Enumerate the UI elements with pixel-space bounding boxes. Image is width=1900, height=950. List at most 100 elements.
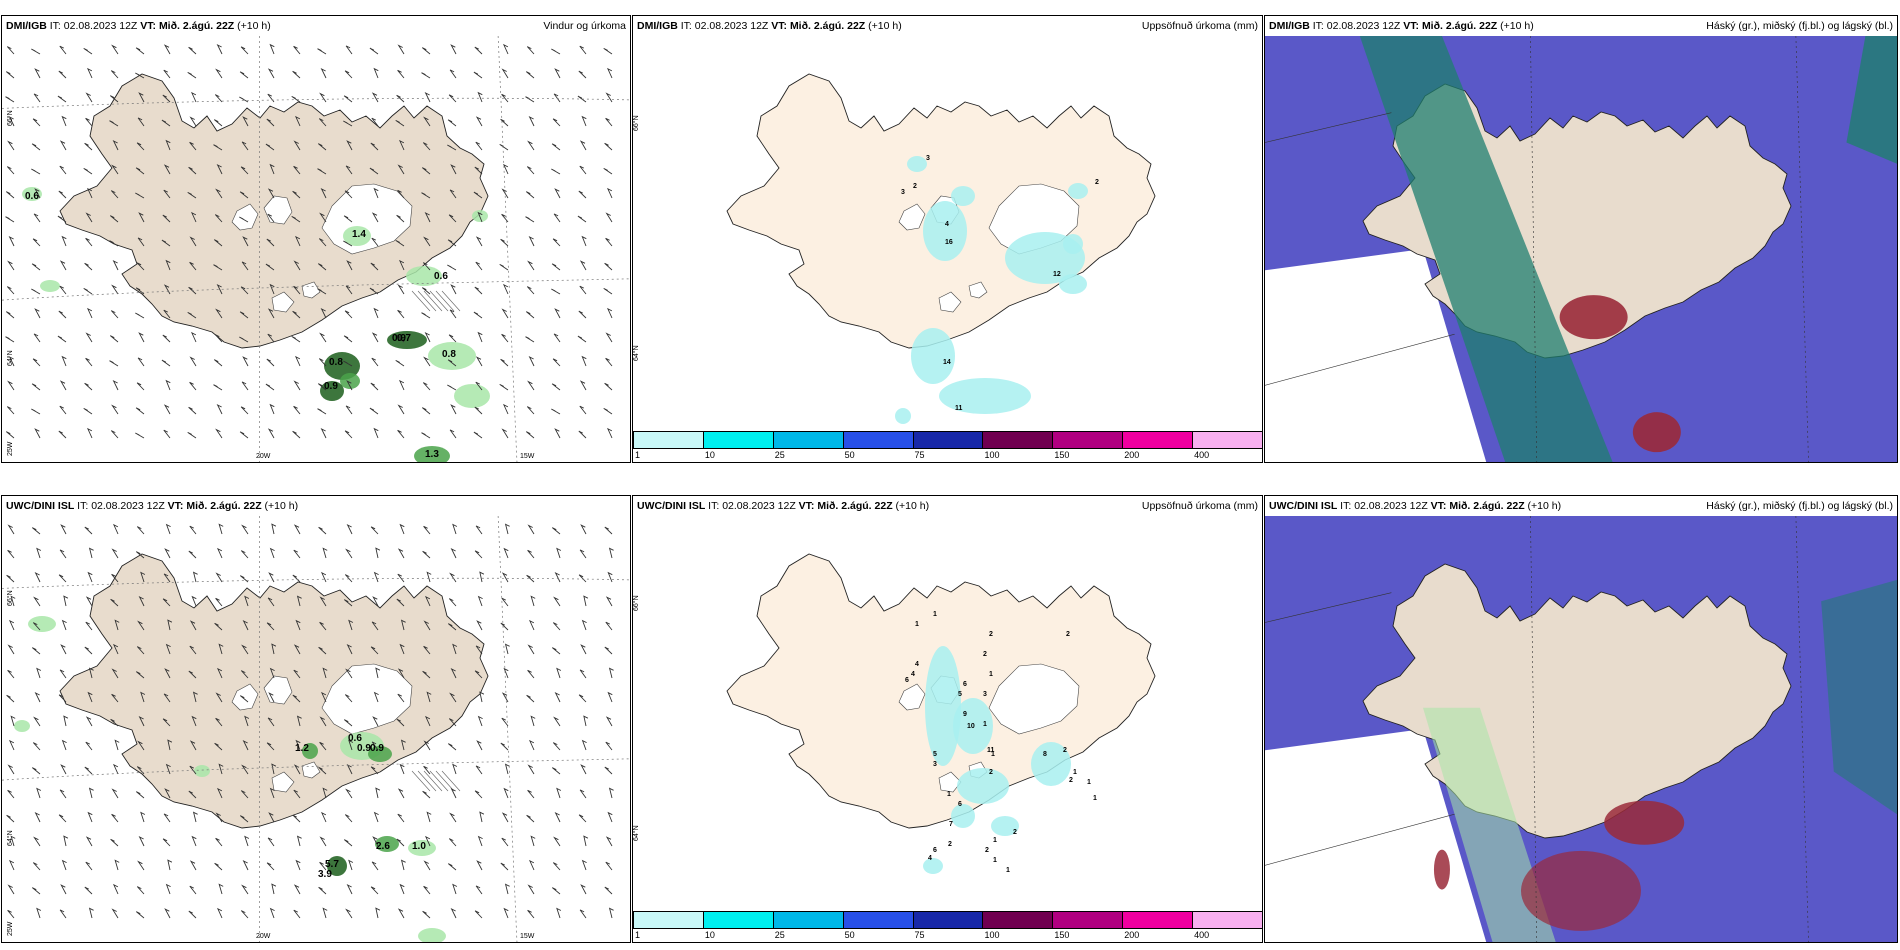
precip-area bbox=[414, 446, 450, 462]
glacier bbox=[898, 683, 926, 711]
wind-barb bbox=[473, 311, 483, 319]
wind-barb bbox=[578, 574, 587, 583]
wind-barb bbox=[296, 715, 302, 727]
wind-barb bbox=[296, 595, 302, 607]
wind-barb bbox=[269, 283, 275, 295]
wind-barbs bbox=[6, 523, 614, 919]
wind-barb bbox=[292, 694, 301, 703]
wind-barb bbox=[605, 596, 613, 607]
wind-barb bbox=[348, 619, 354, 631]
wind-barb bbox=[111, 404, 119, 415]
wind-barb bbox=[137, 740, 145, 751]
accum-value-label: 6 bbox=[905, 677, 909, 684]
wind-barb bbox=[581, 739, 587, 751]
wind-barb bbox=[161, 359, 171, 367]
wind-barb bbox=[189, 381, 197, 391]
accum-value-label: 2 bbox=[989, 631, 993, 638]
wind-barb bbox=[5, 216, 15, 223]
wind-barb bbox=[58, 694, 67, 703]
wind-barb bbox=[607, 691, 613, 703]
wind-barb bbox=[269, 907, 275, 919]
lat-label: 66°N bbox=[633, 115, 640, 131]
accum-value-label: 1 bbox=[1073, 769, 1077, 776]
wind-barb bbox=[527, 764, 535, 775]
wind-barb bbox=[295, 739, 301, 751]
wind-barb bbox=[501, 188, 509, 199]
wind-barb bbox=[605, 92, 613, 103]
wind-barb bbox=[87, 691, 93, 703]
wind-barb bbox=[397, 573, 405, 583]
wind-barb bbox=[265, 383, 275, 391]
vt-label: VT: bbox=[167, 500, 184, 512]
accum-map: 3232161214116466°N64°N bbox=[633, 73, 1156, 444]
wind-barb bbox=[370, 766, 379, 775]
wind-barb bbox=[189, 236, 197, 247]
wind-barb bbox=[322, 547, 328, 559]
panel-header: DMI/IGB IT: 02.08.2023 12Z VT: Mið. 2.ág… bbox=[633, 16, 1262, 36]
glacier bbox=[271, 771, 295, 793]
hatch-line bbox=[435, 770, 455, 792]
wind-barb bbox=[140, 811, 146, 823]
wind-barb bbox=[265, 263, 275, 271]
wind-barb bbox=[8, 739, 15, 751]
wind-barb bbox=[346, 764, 353, 775]
accum-value-label: 16 bbox=[945, 239, 953, 246]
wind-barb bbox=[112, 260, 119, 271]
wind-barb bbox=[344, 839, 353, 847]
vt-label: VT: bbox=[798, 500, 815, 512]
wind-barb bbox=[110, 335, 119, 343]
wind-barb bbox=[293, 524, 301, 535]
wind-barb bbox=[344, 814, 353, 823]
wind-barb bbox=[396, 718, 405, 727]
wind-barb bbox=[399, 763, 405, 775]
wind-barb bbox=[296, 835, 302, 847]
wind-barb bbox=[320, 571, 327, 583]
wind-barb bbox=[6, 166, 15, 175]
wind-barb bbox=[63, 595, 69, 607]
accum-area bbox=[991, 816, 1019, 836]
accum-value-label: 2 bbox=[1063, 747, 1067, 754]
wind-barb bbox=[138, 596, 145, 607]
wind-barb bbox=[59, 909, 67, 919]
wind-barb bbox=[424, 212, 431, 223]
accum-area bbox=[1059, 274, 1087, 294]
wind-barb bbox=[266, 238, 275, 247]
wind-barb bbox=[526, 406, 535, 415]
colorbar-swatch bbox=[1122, 911, 1194, 929]
wind-barb bbox=[345, 45, 353, 55]
wind-barb bbox=[10, 715, 16, 727]
wind-barb bbox=[423, 740, 431, 751]
wind-barb bbox=[448, 718, 457, 727]
wind-barb bbox=[135, 167, 145, 175]
wind-barb bbox=[135, 47, 145, 55]
precip-area bbox=[343, 226, 371, 246]
wind-barb bbox=[216, 164, 223, 175]
precip-area bbox=[14, 720, 30, 732]
wind-barb bbox=[136, 551, 145, 559]
wind-barb bbox=[293, 884, 301, 895]
accum-value-label: 5 bbox=[958, 691, 962, 698]
wind-barb bbox=[294, 355, 301, 367]
wind-barb bbox=[604, 646, 613, 655]
wind-barb bbox=[396, 838, 405, 847]
wind-barb bbox=[165, 379, 171, 391]
wind-barb bbox=[32, 767, 41, 775]
precip-value-label: 0.9 bbox=[392, 333, 406, 344]
wind-barb bbox=[556, 907, 562, 919]
wind-barb bbox=[369, 287, 379, 295]
wind-barb bbox=[140, 691, 146, 703]
wind-barb bbox=[424, 595, 431, 607]
wind-barb bbox=[397, 404, 405, 415]
glacier bbox=[301, 281, 321, 299]
wind-barb bbox=[34, 572, 41, 583]
accum-value-label: 6 bbox=[963, 681, 967, 688]
wind-barb bbox=[6, 814, 15, 823]
wind-barb bbox=[188, 46, 197, 55]
colorbar-swatch bbox=[982, 911, 1054, 929]
wind-barb bbox=[422, 670, 431, 679]
wind-barb bbox=[135, 72, 145, 79]
wind-barb bbox=[266, 358, 275, 367]
it-label: IT: bbox=[680, 20, 692, 32]
wind-barb bbox=[477, 835, 483, 847]
wind-barb bbox=[525, 336, 535, 343]
